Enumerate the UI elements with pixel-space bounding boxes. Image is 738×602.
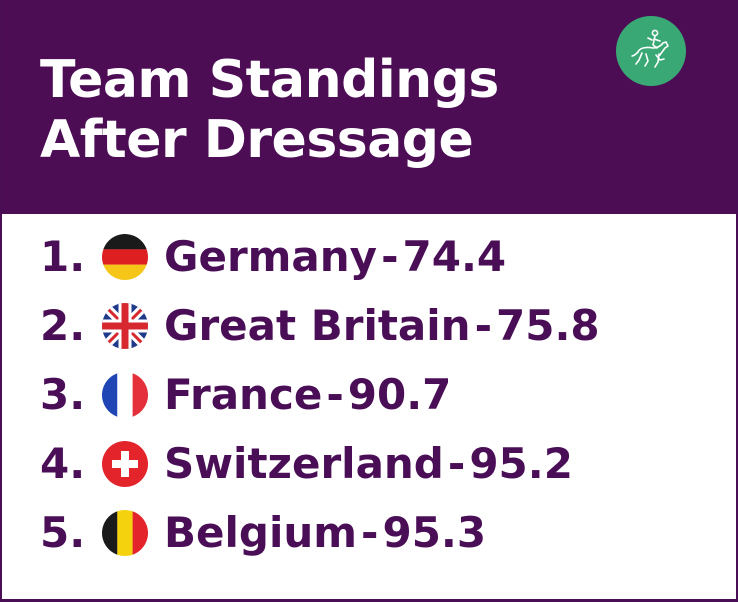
score: 74.4 <box>402 232 507 281</box>
score: 95.2 <box>469 439 573 488</box>
list-item: 4. Switzerland - 95.2 <box>40 429 600 498</box>
germany-flag-icon <box>102 233 148 280</box>
country-name: Belgium <box>164 508 358 557</box>
page-title: Team Standings After Dressage <box>40 50 499 170</box>
header-banner: Team Standings After Dressage <box>2 0 736 214</box>
france-flag-icon <box>102 371 148 418</box>
score: 75.8 <box>496 301 600 350</box>
score: 95.3 <box>382 508 487 557</box>
separator: - <box>326 370 344 419</box>
standings-list: 1. Germany - 74.4 2. Great Britain - <box>40 222 600 567</box>
title-line-2: After Dressage <box>40 110 474 170</box>
list-item: 5. Belgium - 95.3 <box>40 498 600 567</box>
title-line-1: Team Standings <box>40 50 499 110</box>
country-name: Great Britain <box>164 301 471 350</box>
rank-number: 3. <box>40 370 86 419</box>
country-name: Germany <box>164 232 378 281</box>
separator: - <box>361 508 379 557</box>
list-item: 1. Germany - 74.4 <box>40 222 600 291</box>
switzerland-flag-icon <box>102 440 148 487</box>
country-name: Switzerland <box>164 439 444 488</box>
rank-number: 1. <box>40 232 86 281</box>
rank-number: 4. <box>40 439 86 488</box>
score: 90.7 <box>347 370 452 419</box>
rank-number: 2. <box>40 301 86 350</box>
rank-number: 5. <box>40 508 86 557</box>
great-britain-flag-icon <box>102 302 148 349</box>
list-item: 2. Great Britain - 75.8 <box>40 291 600 360</box>
country-name: France <box>164 370 323 419</box>
separator: - <box>447 439 466 488</box>
belgium-flag-icon <box>102 509 148 556</box>
separator: - <box>381 232 399 281</box>
separator: - <box>474 301 492 350</box>
dressage-rider-icon <box>616 16 686 86</box>
list-item: 3. France - 90.7 <box>40 360 600 429</box>
